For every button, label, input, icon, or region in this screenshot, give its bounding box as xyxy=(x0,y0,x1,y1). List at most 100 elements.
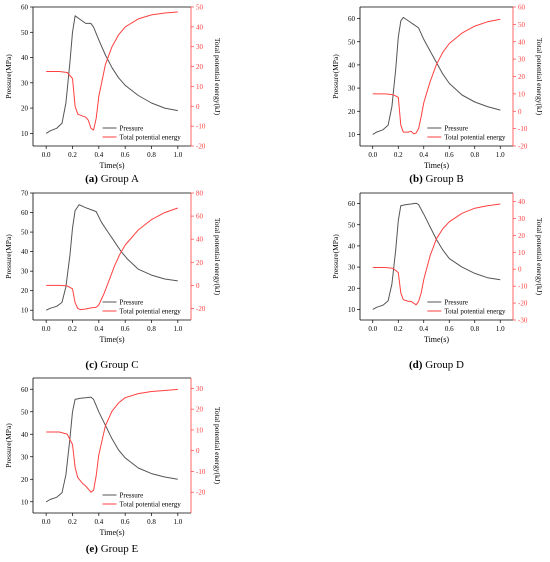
x-tick-label: 0.2 xyxy=(68,518,77,526)
y-left-tick-label: 20 xyxy=(348,285,356,293)
y-right-tick-label: 20 xyxy=(518,232,526,240)
y-left-tick-label: 30 xyxy=(21,268,29,276)
chart-panel-b: 0.0 0.2 0.4 0.6 0.8 1.0 10 20 30 40 50 60 -20 -10 0 10 2… xyxy=(331,4,544,186)
y-right-axis-label: Total potential energy(kJ) xyxy=(213,218,222,296)
y-right-tick-label: -10 xyxy=(196,123,206,131)
y-right-tick-label: 0 xyxy=(196,103,200,111)
y-left-tick-label: 50 xyxy=(348,38,356,46)
y-left-tick-label: 50 xyxy=(21,408,29,416)
y-right-tick-label: 40 xyxy=(196,236,204,244)
pressure-series-line xyxy=(45,204,178,311)
y-right-tick-label: 40 xyxy=(518,198,526,206)
y-left-tick-label: 10 xyxy=(348,131,356,139)
caption-text: Group C xyxy=(100,359,138,371)
caption-tag: (b) xyxy=(409,173,423,185)
y-right-axis-label: Total potential energy(kJ) xyxy=(213,38,222,116)
legend-label: Total potential energy xyxy=(444,308,506,316)
y-right-tick-label: 10 xyxy=(196,426,204,434)
x-tick-label: 0.0 xyxy=(368,151,377,159)
y-right-tick-label: 40 xyxy=(196,23,204,31)
y-right-tick-label: 50 xyxy=(518,21,526,29)
y-left-tick-label: 10 xyxy=(348,306,356,314)
x-tick-label: 0.8 xyxy=(147,518,156,526)
x-tick-label: 0.0 xyxy=(368,325,377,333)
y-right-tick-label: 20 xyxy=(196,406,204,414)
y-right-tick-label: 60 xyxy=(196,213,204,221)
y-left-tick-label: 10 xyxy=(21,307,29,315)
x-tick-label: 1.0 xyxy=(496,325,505,333)
x-tick-label: 0.2 xyxy=(68,325,77,333)
y-left-tick-label: 20 xyxy=(21,105,29,113)
energy-series-line xyxy=(46,11,178,131)
x-axis-label: Time(s) xyxy=(99,161,124,170)
y-right-tick-label: 0 xyxy=(518,266,522,274)
energy-series-line xyxy=(372,203,501,306)
y-right-tick-label: 30 xyxy=(518,215,526,223)
legend-label: Total potential energy xyxy=(444,134,506,142)
x-tick-label: 0.8 xyxy=(470,325,479,333)
y-left-tick-label: 10 xyxy=(21,130,29,138)
x-tick-label: 0.6 xyxy=(121,151,130,159)
caption-text: Group A xyxy=(101,173,139,185)
pressure-series-line xyxy=(45,15,178,134)
x-tick-label: 0.0 xyxy=(42,151,51,159)
x-tick-label: 0.6 xyxy=(121,325,130,333)
y-right-tick-label: 30 xyxy=(196,43,204,51)
y-left-axis-label: Pressure(MPa) xyxy=(4,423,13,468)
y-right-tick-label: -20 xyxy=(196,305,206,313)
panel-caption: (c) Group C xyxy=(85,359,138,371)
y-left-tick-label: 70 xyxy=(21,190,29,198)
y-left-tick-label: 40 xyxy=(348,61,356,69)
y-right-tick-label: -30 xyxy=(518,317,528,325)
y-left-tick-label: 30 xyxy=(348,264,356,272)
y-left-tick-label: 40 xyxy=(21,431,29,439)
y-right-axis-label: Total potential energy(kJ) xyxy=(535,218,544,296)
y-right-tick-label: -20 xyxy=(196,143,206,151)
y-left-tick-label: 60 xyxy=(348,200,356,208)
y-right-tick-label: 0 xyxy=(196,447,200,455)
y-right-tick-label: -10 xyxy=(518,283,528,291)
y-left-tick-label: 60 xyxy=(21,386,29,394)
y-left-tick-label: 40 xyxy=(348,242,356,250)
x-tick-label: 0.4 xyxy=(94,325,103,333)
y-left-axis-label: Pressure(MPa) xyxy=(4,234,13,279)
caption-tag: (c) xyxy=(85,359,98,371)
y-left-tick-label: 10 xyxy=(21,498,29,506)
pressure-series-line xyxy=(372,202,501,310)
pressure-series-line xyxy=(372,16,501,135)
y-left-tick-label: 20 xyxy=(21,476,29,484)
y-right-axis-label: Total potential energy(kJ) xyxy=(535,38,544,116)
x-tick-label: 0.8 xyxy=(147,151,156,159)
legend-label: Pressure xyxy=(120,492,144,500)
y-right-tick-label: 10 xyxy=(518,249,526,257)
y-right-tick-label: 20 xyxy=(518,73,526,81)
y-left-tick-label: 50 xyxy=(21,229,29,237)
energy-series-line xyxy=(46,388,178,493)
x-tick-label: 1.0 xyxy=(496,151,505,159)
y-left-tick-label: 30 xyxy=(348,85,356,93)
y-left-tick-label: 60 xyxy=(348,15,356,23)
legend-label: Pressure xyxy=(120,125,144,133)
y-right-tick-label: 40 xyxy=(518,38,526,46)
x-tick-label: 0.2 xyxy=(394,325,403,333)
y-left-tick-label: 40 xyxy=(21,248,29,256)
x-tick-label: 0.6 xyxy=(445,151,454,159)
x-axis-label: Time(s) xyxy=(424,161,449,170)
caption-text: Group B xyxy=(426,173,464,185)
legend-label: Total potential energy xyxy=(120,134,182,142)
x-tick-label: 1.0 xyxy=(173,325,182,333)
x-axis-label: Time(s) xyxy=(424,335,449,344)
y-right-tick-label: 30 xyxy=(196,385,204,393)
x-tick-label: 0.4 xyxy=(419,151,428,159)
y-left-tick-label: 50 xyxy=(348,221,356,229)
panel-caption: (a) Group A xyxy=(85,173,139,185)
y-right-tick-label: -10 xyxy=(518,125,528,133)
y-right-tick-label: -20 xyxy=(518,300,528,308)
legend-label: Total potential energy xyxy=(120,501,182,509)
panel-caption: (d) Group D xyxy=(409,359,464,371)
x-tick-label: 1.0 xyxy=(173,151,182,159)
caption-text: Group E xyxy=(101,543,139,555)
y-left-axis-label: Pressure(MPa) xyxy=(4,54,13,99)
y-left-tick-label: 60 xyxy=(21,209,29,217)
chart-panel-d: 0.0 0.2 0.4 0.6 0.8 1.0 10 20 30 40 50 60 -30 -20 -10 0… xyxy=(331,192,544,371)
